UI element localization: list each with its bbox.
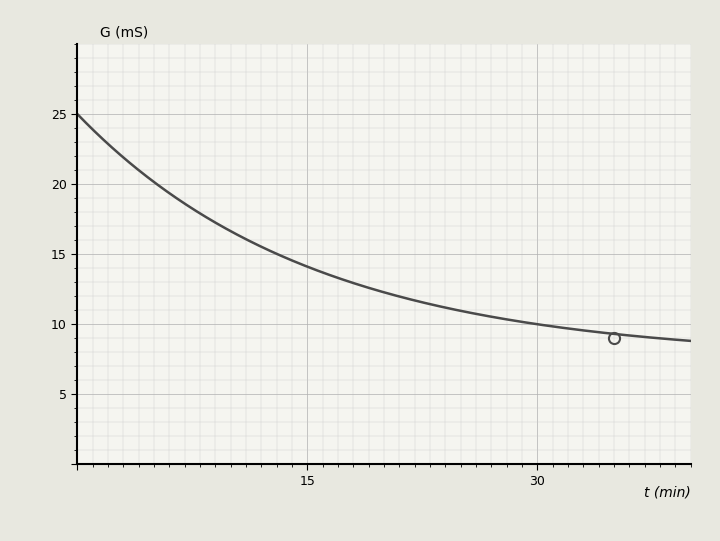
Text: t (min): t (min)	[644, 485, 690, 499]
Text: G (mS): G (mS)	[100, 26, 148, 40]
